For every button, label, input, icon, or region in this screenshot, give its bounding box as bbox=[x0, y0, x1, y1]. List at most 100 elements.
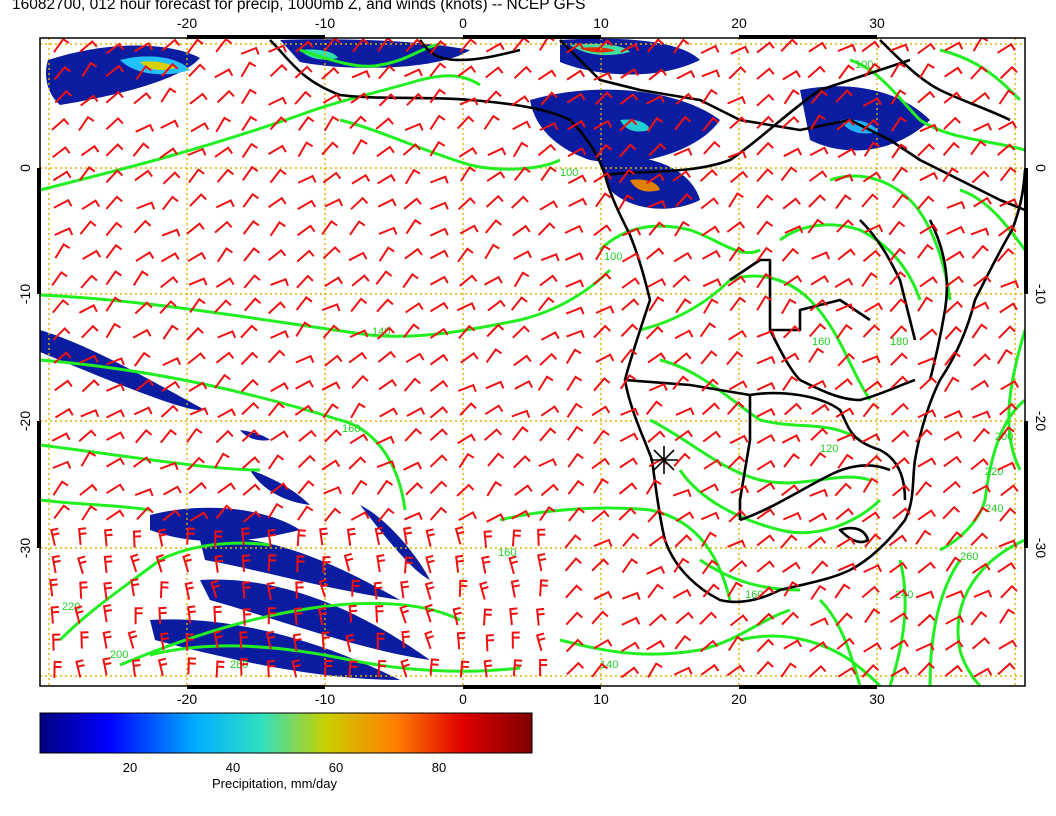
wind-barb bbox=[429, 327, 449, 339]
wind-barb bbox=[459, 660, 470, 678]
wind-barb bbox=[270, 430, 289, 442]
wind-barb bbox=[727, 95, 746, 105]
wind-barb bbox=[756, 638, 775, 653]
wind-barb bbox=[375, 435, 395, 445]
wind-barb bbox=[998, 120, 1017, 131]
wind-barb bbox=[998, 224, 1017, 237]
wind-barb bbox=[537, 553, 547, 572]
wind-barb bbox=[675, 92, 694, 105]
wind-barb bbox=[405, 302, 424, 314]
wind-barb bbox=[621, 591, 641, 601]
wind-barb bbox=[888, 220, 906, 236]
wind-barb bbox=[674, 634, 692, 650]
wind-barb bbox=[971, 562, 991, 574]
wind-barb bbox=[51, 117, 70, 131]
wind-barb bbox=[292, 633, 302, 652]
wind-barb bbox=[187, 38, 204, 54]
wind-barb bbox=[619, 93, 639, 105]
wind-barb bbox=[105, 221, 123, 237]
wind-barb bbox=[783, 581, 800, 597]
wind-barb bbox=[188, 381, 208, 392]
wind-barb bbox=[810, 114, 826, 130]
lat-ticks-left: 0 -10 -20 -30 bbox=[17, 164, 33, 558]
wind-barb bbox=[539, 352, 558, 366]
wind-barb bbox=[159, 581, 169, 599]
wind-barb bbox=[566, 69, 586, 81]
wind-barb bbox=[619, 118, 638, 132]
wind-barb bbox=[618, 194, 634, 210]
wind-barb bbox=[429, 275, 449, 286]
wind-barb bbox=[917, 90, 936, 104]
wind-barb bbox=[729, 170, 749, 183]
wind-barb bbox=[485, 194, 504, 208]
wind-barb bbox=[297, 454, 316, 469]
wind-barb bbox=[861, 663, 880, 678]
wind-barb bbox=[836, 537, 856, 548]
wind-barb bbox=[945, 590, 965, 599]
wind-barb bbox=[835, 407, 855, 418]
wind-barb bbox=[106, 409, 125, 419]
wind-barb bbox=[811, 560, 829, 575]
lon-tick: 10 bbox=[593, 691, 609, 707]
wind-barb bbox=[459, 224, 479, 235]
wind-barb bbox=[424, 630, 434, 650]
wind-barb bbox=[483, 530, 493, 548]
wind-barb bbox=[400, 658, 411, 678]
wind-barb bbox=[919, 123, 939, 133]
wind-barb bbox=[479, 581, 489, 600]
wind-barb bbox=[267, 401, 285, 417]
wind-barb bbox=[593, 429, 610, 445]
wind-barb bbox=[133, 219, 152, 234]
wind-barb bbox=[429, 454, 448, 468]
wind-barb bbox=[565, 611, 583, 626]
wind-barb bbox=[782, 69, 801, 81]
wind-barb bbox=[783, 402, 802, 416]
wind-barb bbox=[970, 458, 989, 471]
wind-barb bbox=[564, 252, 584, 261]
wind-barb bbox=[838, 64, 855, 80]
wind-barb bbox=[970, 532, 989, 546]
wind-barb bbox=[728, 246, 745, 262]
wind-barb bbox=[457, 196, 476, 211]
wind-barb bbox=[728, 509, 747, 523]
frame-bars bbox=[37, 35, 1028, 689]
wind-barb bbox=[216, 247, 233, 263]
wind-barb bbox=[377, 326, 395, 340]
wind-barb bbox=[919, 328, 938, 341]
wind-barb bbox=[809, 146, 829, 157]
wind-barb bbox=[405, 38, 423, 53]
wind-barb bbox=[1000, 584, 1018, 599]
wind-barb bbox=[103, 581, 113, 600]
wind-barb bbox=[80, 408, 100, 418]
wind-barb bbox=[350, 92, 369, 104]
wind-barb bbox=[783, 639, 802, 650]
wind-barb bbox=[239, 658, 249, 676]
wind-barb bbox=[132, 456, 152, 468]
wind-barb bbox=[539, 506, 556, 522]
wind-barb bbox=[454, 526, 465, 545]
wind-barb bbox=[106, 383, 125, 392]
wind-barb bbox=[702, 583, 720, 598]
wind-barb bbox=[891, 429, 910, 443]
wind-barb bbox=[591, 610, 609, 625]
wind-barb bbox=[351, 579, 360, 597]
wind-barb bbox=[889, 612, 909, 624]
wind-barb bbox=[946, 225, 965, 235]
wind-barb bbox=[756, 295, 772, 311]
wind-barb bbox=[564, 224, 584, 234]
wind-barb bbox=[648, 613, 667, 627]
wind-barb bbox=[808, 512, 828, 523]
wind-barb bbox=[917, 613, 936, 627]
wind-barb bbox=[944, 325, 962, 340]
wind-barb bbox=[214, 530, 223, 548]
wind-barb bbox=[595, 353, 615, 363]
wind-barb bbox=[483, 428, 503, 441]
wind-barb bbox=[134, 42, 153, 52]
wind-barb bbox=[809, 641, 828, 653]
wind-barb bbox=[243, 247, 261, 262]
wind-barb bbox=[483, 608, 493, 626]
wind-barb bbox=[540, 166, 557, 182]
wind-barb bbox=[324, 354, 343, 367]
wind-barb bbox=[781, 434, 801, 444]
wind-barb bbox=[942, 167, 959, 183]
